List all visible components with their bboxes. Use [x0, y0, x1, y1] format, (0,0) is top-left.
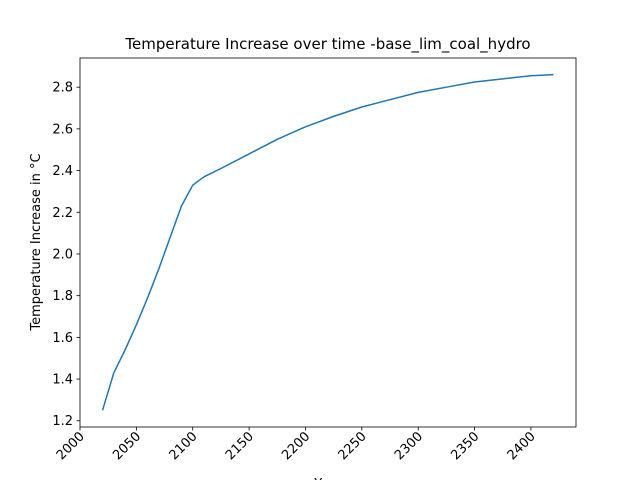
- line: [101, 73, 554, 411]
- y-tick-label: 2.0: [52, 247, 73, 262]
- y-tick-label: 2.4: [52, 164, 73, 179]
- y-tick-label: 2.6: [52, 122, 73, 137]
- chart-title: Temperature Increase over time -base_lim…: [124, 35, 530, 54]
- y-tick-label: 1.6: [52, 331, 73, 346]
- plot-frame: [79, 57, 577, 428]
- y-axis-label: Temperature Increase in °C: [29, 153, 44, 331]
- x-axis-label: Year: [313, 477, 342, 480]
- y-tick-label: 2.8: [52, 81, 73, 96]
- y-tick-label: 1.4: [52, 373, 73, 388]
- y-tick-label: 2.2: [52, 206, 73, 221]
- y-tick-label: 1.2: [52, 414, 73, 429]
- y-tick-label: 1.8: [52, 289, 73, 304]
